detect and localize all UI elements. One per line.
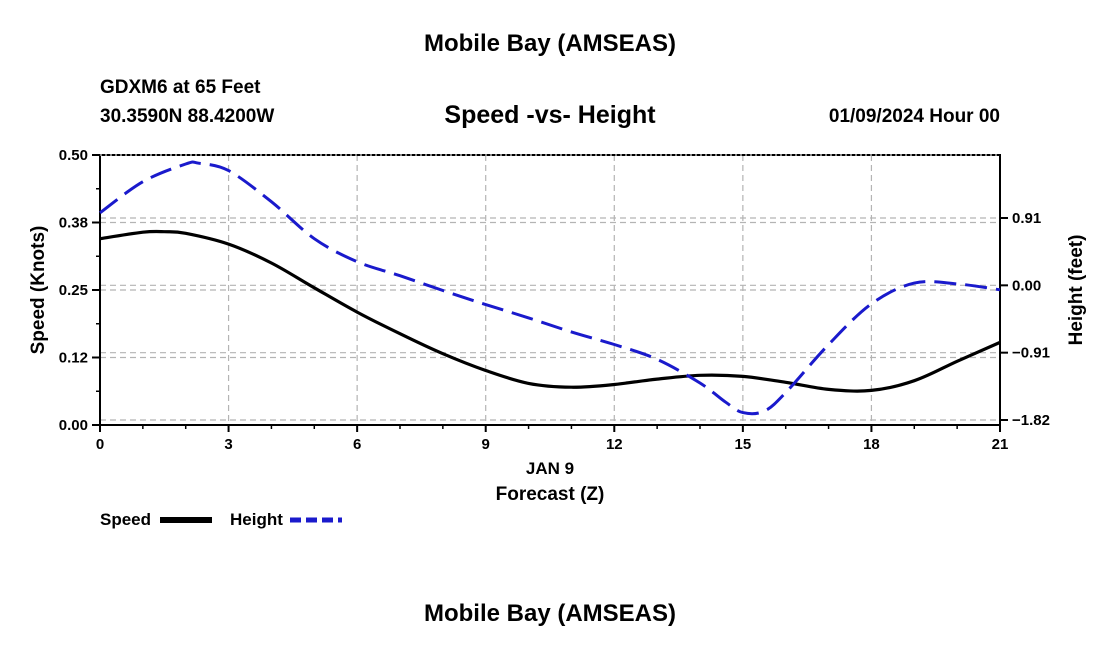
x-tick-label: 21 <box>992 436 1009 453</box>
height-series-line <box>99 160 1001 416</box>
series-lines <box>99 160 1001 416</box>
y-tick-label: 0.25 <box>59 282 88 299</box>
footer-title: Mobile Bay (AMSEAS) <box>423 600 677 627</box>
legend-speed-label: Speed <box>100 510 152 529</box>
y2-tick-label: 0.00 <box>1012 277 1041 294</box>
chart-title: Speed -vs- Height <box>444 101 656 129</box>
y2-tick-label: 0.91 <box>1012 210 1041 227</box>
x-axis-label: Forecast (Z) <box>496 484 605 505</box>
x-tick-label: 12 <box>606 436 623 453</box>
y-tick-label: 0.50 <box>59 147 88 164</box>
x-tick-label: 0 <box>96 436 104 453</box>
y-tick-label: 0.38 <box>59 215 88 232</box>
x-tick-label: 15 <box>735 436 752 453</box>
y2-tick-label: −0.91 <box>1012 345 1050 362</box>
speed-series-line <box>99 229 1001 393</box>
y-tick-label: 0.12 <box>59 350 88 367</box>
page-title: Mobile Bay (AMSEAS) <box>423 30 677 57</box>
station-label: GDXM6 at 65 Feet <box>100 77 261 98</box>
x-tick-label: 18 <box>863 436 880 453</box>
gridlines <box>100 155 1000 425</box>
x-tick-label: 9 <box>482 436 490 453</box>
x-axis-date-label: JAN 9 <box>526 459 574 478</box>
legend-height-label: Height <box>230 510 283 529</box>
y-axis-label: Speed (Knots) <box>28 226 49 355</box>
station-coordinates: 30.3590N 88.4200W <box>100 106 275 127</box>
axis-ticks: 0 3 6 9 12 15 18 21 0.00 0.12 0.25 0.38 0.50 −1.82 −0.… <box>59 147 1050 453</box>
axis-labels: JAN 9 Forecast (Z) Speed (Knots) Height … <box>28 226 1087 505</box>
y-tick-label: 0.00 <box>59 417 88 434</box>
y2-axis-label: Height (feet) <box>1066 235 1087 346</box>
x-tick-label: 3 <box>224 436 232 453</box>
forecast-datetime: 01/09/2024 Hour 00 <box>828 106 1000 127</box>
y2-tick-label: −1.82 <box>1012 412 1050 429</box>
x-tick-label: 6 <box>353 436 361 453</box>
